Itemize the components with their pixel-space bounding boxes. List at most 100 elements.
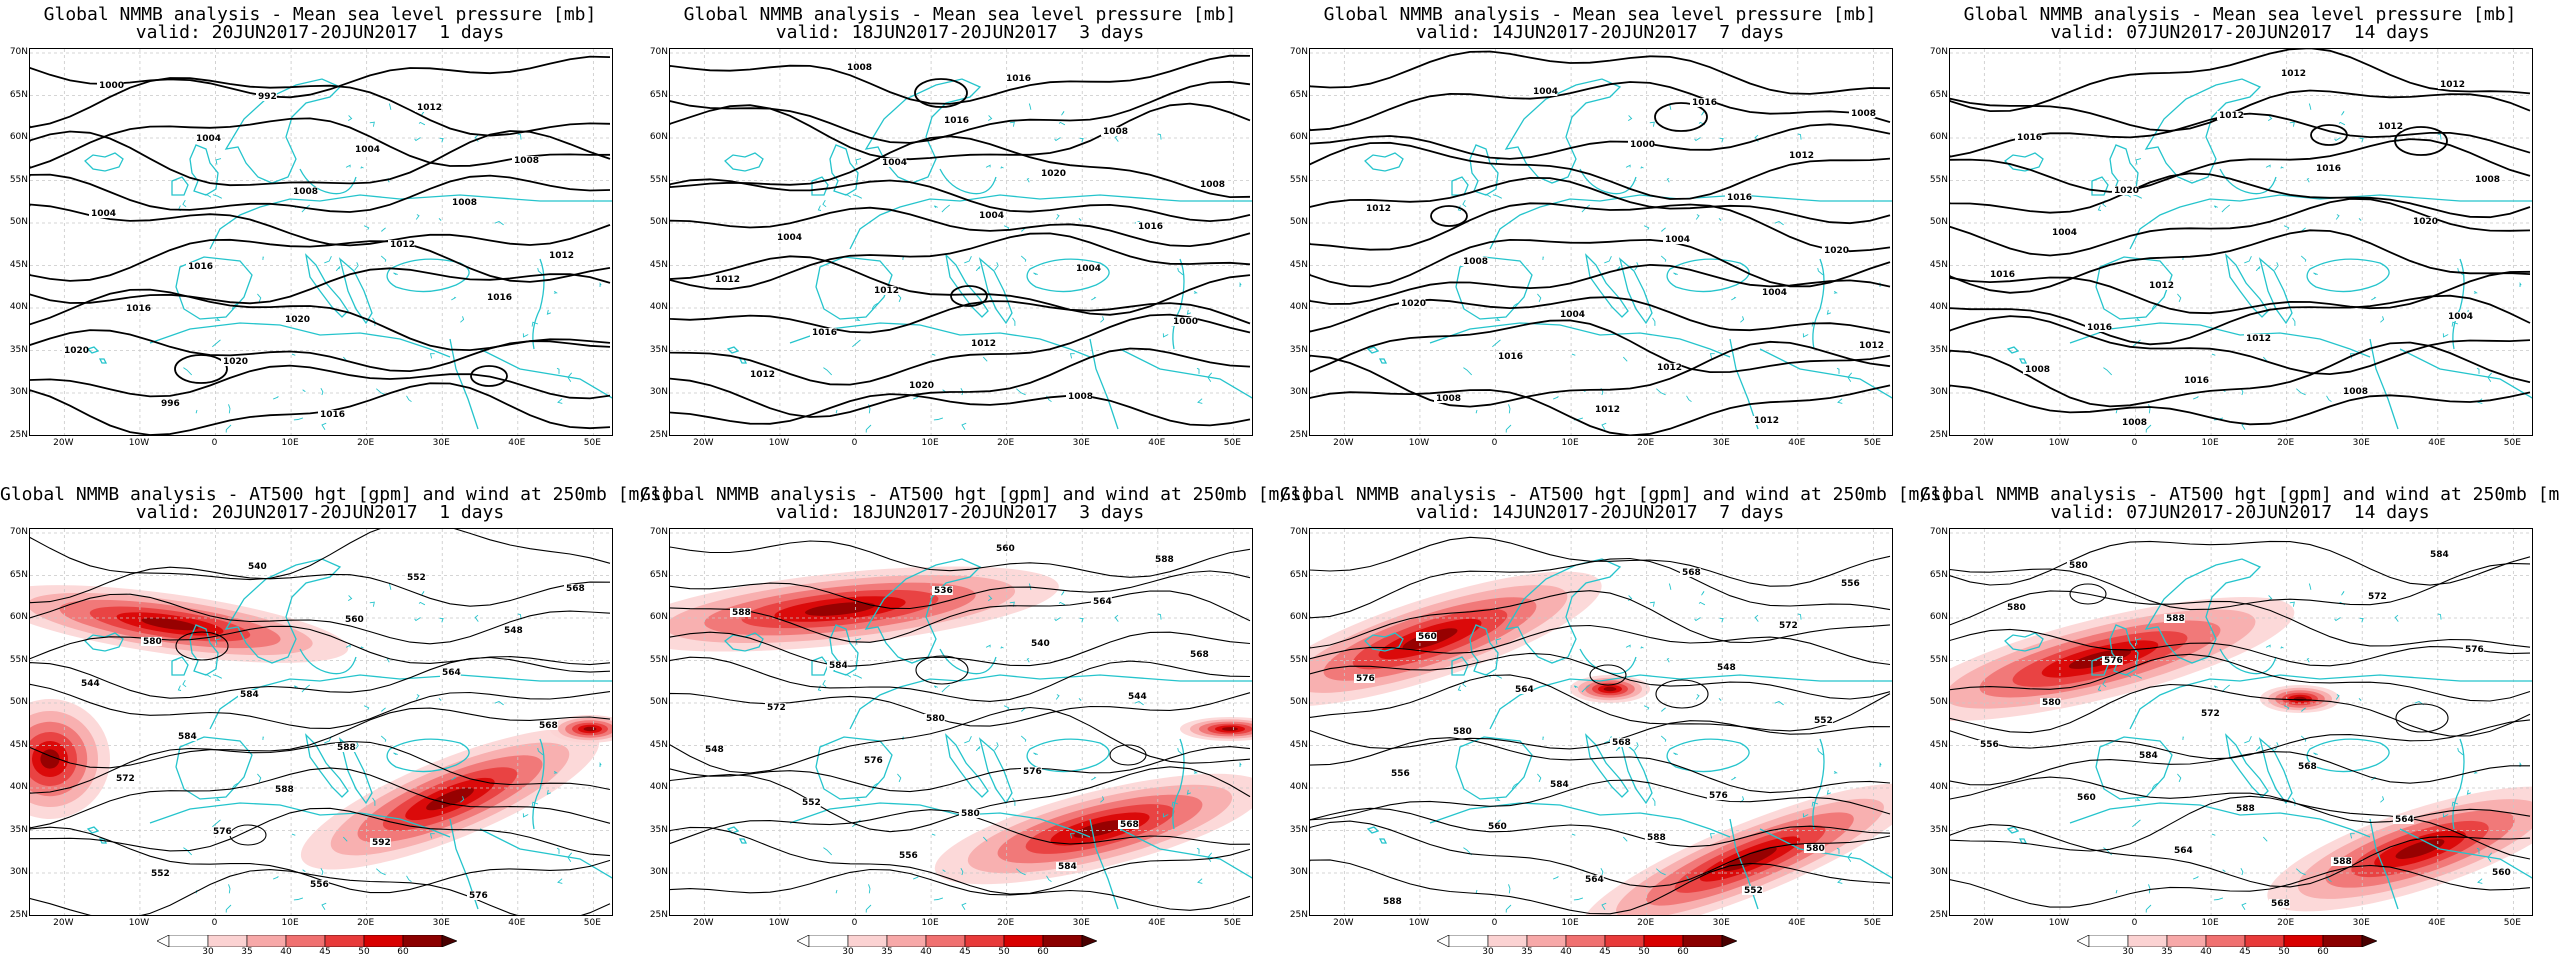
wind-shading	[670, 566, 1059, 652]
lon-label: 10W	[2048, 918, 2070, 928]
contour-label: 1020	[2114, 186, 2139, 196]
colorbar-label: 50	[2278, 947, 2290, 957]
contour-label: 588	[2166, 614, 2185, 624]
lat-label: 70N	[1929, 527, 1948, 537]
panel-valid-line: valid: 07JUN2017-20JUN2017 14 days	[2050, 22, 2430, 43]
lat-label: 55N	[1289, 654, 1308, 665]
lon-label: 40E	[1148, 918, 1166, 928]
contour-label: 1008	[293, 187, 318, 197]
lat-label: 40N	[649, 782, 668, 792]
lat-label: 55N	[9, 174, 28, 185]
lon-label: 0	[2131, 438, 2138, 448]
lon-label: 10E	[281, 438, 299, 448]
lat-label: 25N	[9, 429, 28, 440]
lon-label: 20E	[1637, 918, 1655, 928]
contour-label: 1016	[1006, 74, 1031, 84]
contour-labels: 1004 1004 1012 1008 1004 1000 1016 1020 1020 1016…	[1364, 87, 1884, 426]
contour-label: 552	[1744, 886, 1763, 896]
lat-label: 45N	[1929, 739, 1948, 750]
contour-label: 1008	[1463, 257, 1488, 267]
lat-label: 35N	[1289, 344, 1308, 355]
contour-label: 1020	[1041, 169, 1066, 179]
lat-label: 60N	[649, 132, 668, 142]
lat-label: 35N	[649, 824, 668, 835]
lon-label: 10W	[128, 438, 150, 448]
lat-label: 30N	[649, 387, 668, 397]
lat-label: 45N	[9, 259, 28, 270]
contour-label: 560	[345, 615, 364, 625]
contour-label: 1012	[417, 103, 442, 113]
contour-label: 576	[469, 891, 488, 901]
map-frame: 1004 1008 1008 1012 1016 1020 1016 1016 1016 1012…	[1949, 48, 2533, 436]
lon-label: 20W	[693, 438, 714, 448]
lon-label: 20W	[693, 918, 714, 928]
map-frame: 548 552 556 560 564 568 572 576 580 584 588 552 556 5…	[1309, 528, 1893, 916]
contour-label: 1012	[2281, 69, 2306, 79]
gridlines	[670, 529, 1252, 915]
contour-label: 560	[2077, 793, 2096, 803]
lat-label: 35N	[9, 824, 28, 835]
colorbar-swatches	[796, 934, 1098, 948]
contour-label: 564	[442, 668, 461, 678]
contour-label: 1004	[1533, 87, 1558, 97]
contour-label: 568	[1190, 650, 1209, 660]
contour-label: 1016	[126, 304, 151, 314]
lat-label: 65N	[1929, 89, 1948, 100]
contour-label: 1004	[1076, 264, 1101, 274]
panel-valid-line: valid: 14JUN2017-20JUN2017 7 days	[1415, 502, 1785, 523]
panel-title: Global NMMB analysis - Mean sea level pr…	[1963, 4, 2517, 25]
lat-label: 70N	[649, 47, 668, 57]
colorbar-label: 30	[842, 947, 854, 957]
colorbar	[796, 932, 1098, 948]
lat-label: 65N	[9, 569, 28, 580]
contour-label: 1008	[2475, 175, 2500, 185]
contour-label: 588	[1383, 897, 1402, 907]
contour-label: 584	[240, 690, 259, 700]
contour-label: 568	[2271, 899, 2290, 909]
contour-label: 568	[1612, 738, 1631, 748]
contour-label: 580	[1453, 727, 1472, 737]
lat-label: 60N	[9, 612, 28, 622]
coastline-layer	[2004, 78, 2532, 433]
panel-valid-line: valid: 20JUN2017-20JUN2017 1 days	[135, 502, 505, 523]
lat-label: 60N	[1289, 612, 1308, 622]
gridlines	[30, 529, 612, 915]
contour-label: 1012	[750, 370, 775, 380]
contour-label: 564	[2174, 846, 2193, 856]
lon-label: 50E	[583, 438, 601, 448]
lon-label: 40E	[1148, 438, 1166, 448]
contour-label: 560	[996, 544, 1015, 554]
lon-label: 50E	[2503, 918, 2521, 928]
contour-label: 1020	[1401, 299, 1426, 309]
contour-label: 1004	[91, 209, 116, 219]
contour-label: 1016	[487, 293, 512, 303]
panel-title: Global NMMB analysis - Mean sea level pr…	[1323, 4, 1877, 25]
lat-label: 70N	[1289, 527, 1308, 537]
contour-labels: 1004 1008 1008 1012 1016 1020 1016 1016 1016 1012…	[1988, 69, 2500, 428]
lon-label: 40E	[2428, 918, 2446, 928]
lat-label: 40N	[649, 302, 668, 312]
lon-label: 30E	[432, 918, 450, 928]
panel-valid-line: valid: 14JUN2017-20JUN2017 7 days	[1415, 22, 1785, 43]
gridlines	[1950, 529, 2532, 915]
contour-label: 1016	[320, 410, 345, 420]
lat-label: 65N	[9, 89, 28, 100]
lat-label: 25N	[9, 909, 28, 920]
contour-label: 1012	[971, 339, 996, 349]
contour-label: 1016	[2316, 164, 2341, 174]
lat-label: 70N	[9, 47, 28, 57]
contour-label: 1016	[2184, 376, 2209, 386]
map-frame: 1004 1004 1012 1008 1004 1000 1016 1020 1020 1016…	[1309, 48, 1893, 436]
contour-label: 1008	[452, 198, 477, 208]
map-canvas: 1004 1004 1004 1000 1012 1008 1016 1020 1016 1012…	[670, 49, 1252, 435]
contour-label: 576	[864, 756, 883, 766]
lon-label: 20W	[1973, 438, 1994, 448]
lon-label: 20W	[1973, 918, 1994, 928]
map-canvas: 1004 1008 1008 1012 1016 1020 1016 1016 1016 1012…	[1950, 49, 2532, 435]
contour-label: 1008	[2122, 418, 2147, 428]
contour-label: 588	[732, 608, 751, 618]
contour-label: 580	[961, 809, 980, 819]
contour-label: 580	[2007, 603, 2026, 613]
contour-label: 1004	[196, 134, 221, 144]
contour-labels: 552 540 560 564 568 572 576 556 552 548 544 584 588 5…	[79, 562, 585, 901]
